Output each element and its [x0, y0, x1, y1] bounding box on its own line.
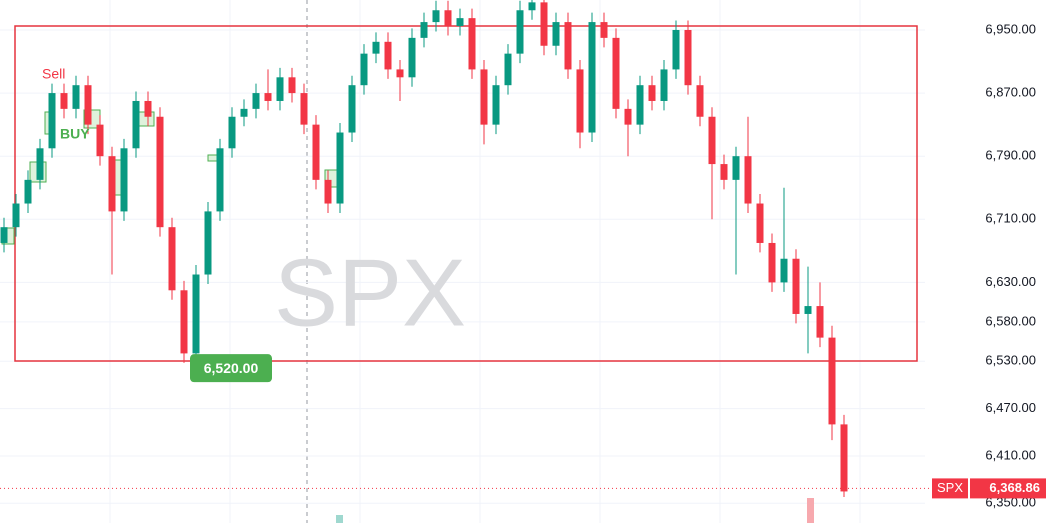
candle-body: [672, 29, 680, 70]
candle-body: [36, 148, 44, 180]
y-tick-label: 6,790.00: [985, 148, 1036, 163]
candle-body: [792, 258, 800, 314]
price-tag-bg: [190, 354, 272, 383]
candle-body: [240, 108, 248, 117]
y-tick-label: 6,410.00: [985, 447, 1036, 462]
candle-body: [48, 93, 56, 149]
candle-body: [552, 22, 560, 46]
candle-body: [24, 179, 32, 204]
symbol-bg: [932, 478, 968, 499]
candle-body: [12, 203, 20, 228]
candle-body: [84, 85, 92, 125]
candle-body: [180, 290, 188, 354]
candle-body: [744, 156, 752, 204]
volume: [807, 498, 814, 523]
candle-body: [372, 41, 380, 54]
price-axis: [925, 0, 1060, 523]
candle-body: [648, 85, 656, 101]
candle-body: [540, 2, 548, 46]
candle-body: [264, 93, 272, 101]
candle-body: [816, 306, 824, 338]
candle-body: [612, 37, 620, 109]
candle-body: [192, 274, 200, 354]
candle-body: [420, 22, 428, 38]
candle-body: [768, 242, 776, 283]
candle-body: [696, 85, 704, 117]
candle-body: [60, 93, 68, 109]
candle-body: [576, 69, 584, 133]
plot: [0, 0, 848, 497]
candle-body: [840, 424, 848, 492]
candle-body: [804, 306, 812, 314]
volume: [336, 515, 343, 523]
watermark: SPX: [274, 239, 466, 346]
y-tick-label: 6,530.00: [985, 353, 1036, 368]
candle-body: [432, 10, 440, 23]
candle-body: [324, 179, 332, 204]
candle-body: [228, 116, 236, 149]
y-tick-label: 6,470.00: [985, 400, 1036, 415]
candle-body: [348, 85, 356, 133]
candle-body: [216, 148, 224, 212]
candle-body: [72, 85, 80, 109]
candle-body: [156, 116, 164, 228]
candle-body: [96, 124, 104, 157]
price-tag: 6,520.00: [204, 360, 259, 376]
candle-body: [828, 337, 836, 425]
annotation: BUY: [60, 126, 90, 142]
candle-body: [708, 116, 716, 165]
candle-body: [204, 211, 212, 275]
symbol-label: SPX: [937, 480, 963, 495]
y-tick-label: 6,710.00: [985, 211, 1036, 226]
candle-body: [384, 41, 392, 70]
candle-body: [480, 69, 488, 125]
candle-body: [624, 108, 632, 125]
candle-body: [0, 227, 8, 243]
candle-body: [600, 22, 608, 38]
candle-body: [720, 164, 728, 180]
candle-body: [408, 37, 416, 78]
candle-body: [120, 148, 128, 212]
candle-body: [660, 69, 668, 101]
candle-body: [684, 29, 692, 86]
candle-body: [108, 156, 116, 212]
candle-body: [564, 22, 572, 70]
y-tick-label: 6,580.00: [985, 313, 1036, 328]
candle-body: [132, 100, 140, 149]
annotation: Sell: [42, 66, 65, 82]
candle-body: [276, 77, 284, 101]
candle-body: [528, 2, 536, 11]
candle-body: [456, 18, 464, 27]
candle-body: [636, 85, 644, 125]
candle-body: [756, 203, 764, 243]
y-tick-label: 6,870.00: [985, 85, 1036, 100]
candle-body: [168, 227, 176, 291]
y-tick-label: 6,950.00: [985, 21, 1036, 36]
candle-body: [144, 100, 152, 117]
candle-body: [492, 85, 500, 125]
candle-body: [300, 93, 308, 125]
y-tick-label: 6,630.00: [985, 274, 1036, 289]
candle-body: [336, 132, 344, 204]
candle-body: [468, 18, 476, 70]
candle-body: [396, 69, 404, 78]
candle-body: [360, 53, 368, 86]
last-price-bg: [970, 478, 1046, 499]
candle-body: [312, 124, 320, 180]
candle-body: [780, 258, 788, 283]
candle-body: [516, 10, 524, 54]
y-tick-label: 6,350.00: [985, 495, 1036, 510]
candle-body: [444, 10, 452, 27]
candle-body: [252, 93, 260, 109]
range-box: [14, 25, 918, 362]
candle-body: [588, 22, 596, 133]
candle-body: [504, 53, 512, 86]
candle-body: [288, 77, 296, 94]
last-price-label: 6,368.86: [989, 480, 1040, 495]
candle-body: [732, 156, 740, 180]
